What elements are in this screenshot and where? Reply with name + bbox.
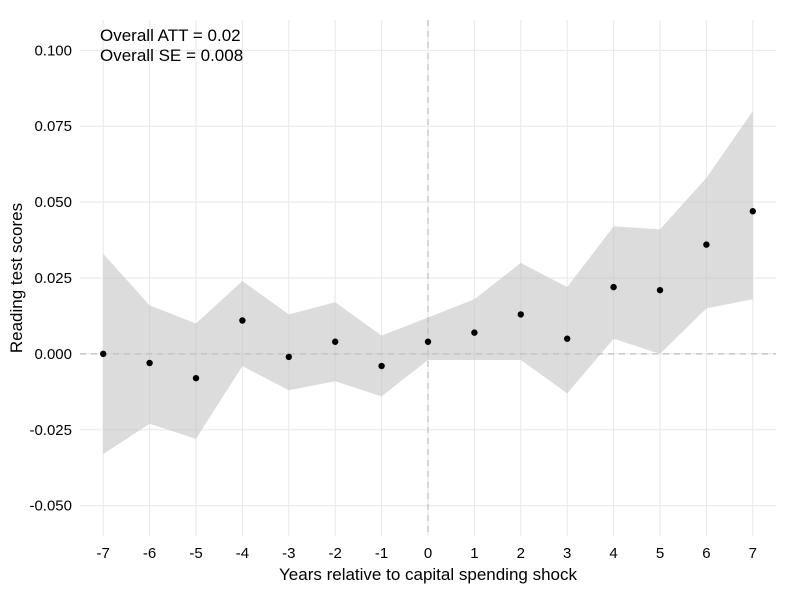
y-tick-label: 0.050 [34, 194, 72, 211]
y-tick-label: -0.050 [29, 498, 72, 515]
point [378, 363, 384, 369]
y-tick-label: 0.025 [34, 270, 72, 287]
point [100, 351, 106, 357]
point [610, 284, 616, 290]
x-tick-label: 0 [424, 545, 432, 562]
x-tick-label: -4 [236, 545, 249, 562]
point [703, 241, 709, 247]
point [564, 336, 570, 342]
y-axis-label: Reading test scores [7, 203, 26, 353]
chart-svg: -7 -6 -5 -4 -3 -2 -1 0 1 2 3 4 5 6 7 -0.050 -0.025 0.000 0… [0, 0, 800, 594]
x-tick-label: 4 [609, 545, 617, 562]
x-axis-label: Years relative to capital spending shock [279, 565, 577, 584]
point [425, 339, 431, 345]
x-tick-label: 3 [563, 545, 571, 562]
x-tick-label: -6 [143, 545, 156, 562]
y-tick-label: 0.075 [34, 118, 72, 135]
point [657, 287, 663, 293]
point [750, 208, 756, 214]
point [471, 329, 477, 335]
point [286, 354, 292, 360]
y-tick-label: -0.025 [29, 422, 72, 439]
point [332, 339, 338, 345]
x-tick-label: 2 [517, 545, 525, 562]
x-tick-label: 1 [470, 545, 478, 562]
x-tick-label: 5 [656, 545, 664, 562]
x-tick-label: -5 [189, 545, 202, 562]
x-tick-label: 6 [702, 545, 710, 562]
y-tick-label: 0.000 [34, 346, 72, 363]
point [239, 317, 245, 323]
point [146, 360, 152, 366]
x-tick-labels: -7 -6 -5 -4 -3 -2 -1 0 1 2 3 4 5 6 7 [97, 545, 757, 562]
y-tick-label: 0.100 [34, 42, 72, 59]
x-tick-label: -3 [282, 545, 295, 562]
point [193, 375, 199, 381]
x-tick-label: -7 [97, 545, 110, 562]
x-tick-label: -1 [375, 545, 388, 562]
annotation-att: Overall ATT = 0.02 [100, 26, 241, 46]
x-tick-label: 7 [749, 545, 757, 562]
y-tick-labels: -0.050 -0.025 0.000 0.025 0.050 0.075 0.100 [29, 42, 72, 514]
event-study-chart: -7 -6 -5 -4 -3 -2 -1 0 1 2 3 4 5 6 7 -0.050 -0.025 0.000 0… [0, 0, 800, 594]
point [518, 311, 524, 317]
x-tick-label: -2 [329, 545, 342, 562]
annotation-se: Overall SE = 0.008 [100, 46, 243, 66]
